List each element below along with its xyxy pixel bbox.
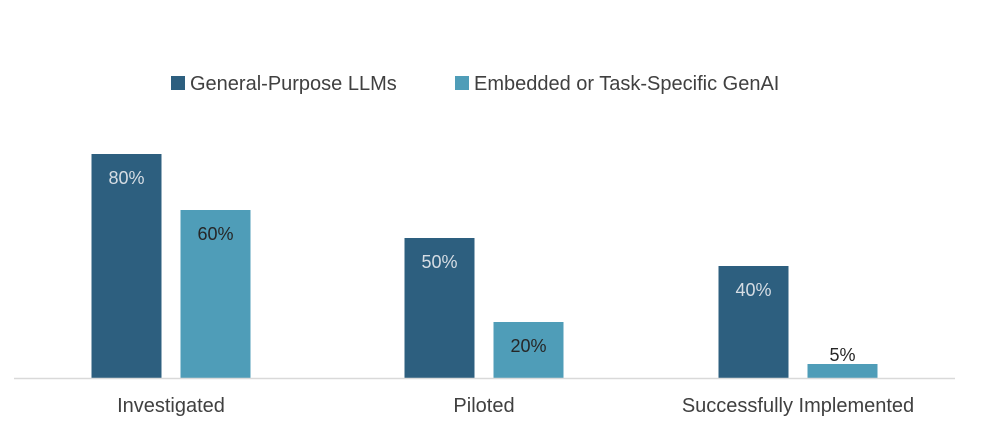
category-label-piloted: Piloted [453,395,514,417]
legend: General-Purpose LLMs Embedded or Task-Sp… [171,73,779,95]
data-label-investigated-series-2: 60% [197,224,233,244]
data-label-piloted-series-1: 50% [421,252,457,272]
legend-swatch-series-2 [455,76,469,90]
category-label-investigated: Investigated [117,395,225,417]
data-label-successfully-implemented-series-1: 40% [735,280,771,300]
data-labels-layer: 80% 60% 50% 20% 40% 5% [108,168,855,365]
bar-piloted-series-2 [493,322,564,378]
bar-investigated-series-1 [91,154,162,378]
category-label-successfully-implemented: Successfully Implemented [682,395,914,417]
data-label-piloted-series-2: 20% [510,336,546,356]
category-labels-layer: Investigated Piloted Successfully Implemen… [117,395,914,417]
data-label-investigated-series-1: 80% [108,168,144,188]
data-label-successfully-implemented-series-2: 5% [829,345,855,365]
bar-piloted-series-1 [404,238,475,378]
legend-label-series-2: Embedded or Task-Specific GenAI [474,73,779,95]
bar-successfully-implemented-series-2 [807,364,878,378]
bar-investigated-series-2 [180,210,251,378]
bar-successfully-implemented-series-1 [718,266,789,378]
bars-layer [91,154,878,378]
legend-swatch-series-1 [171,76,185,90]
legend-label-series-1: General-Purpose LLMs [190,73,397,95]
